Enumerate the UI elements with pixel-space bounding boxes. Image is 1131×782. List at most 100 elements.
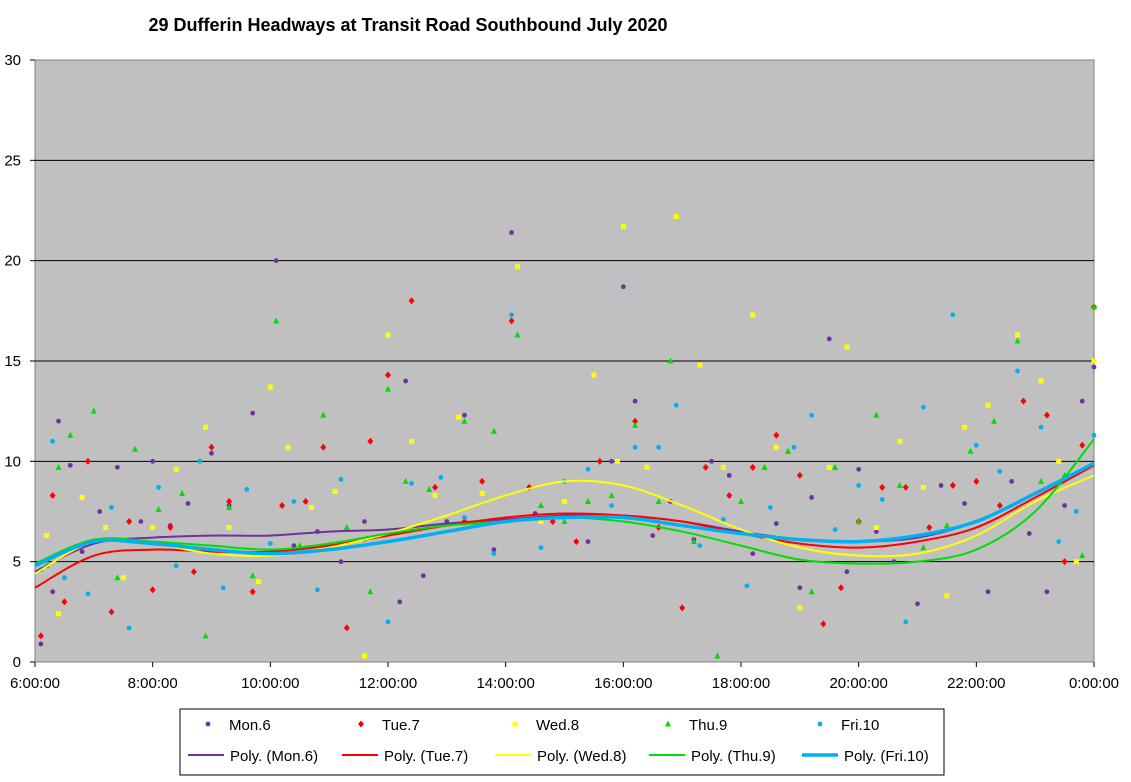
data-point <box>67 431 74 438</box>
data-point <box>462 412 467 418</box>
data-point <box>673 214 679 220</box>
data-point <box>768 505 773 510</box>
data-point <box>44 533 50 539</box>
data-point <box>279 501 286 509</box>
series-0 <box>38 230 1097 647</box>
data-point <box>1062 503 1067 508</box>
data-point <box>1015 332 1021 338</box>
data-point <box>962 501 967 506</box>
trendline-4 <box>34 461 1095 568</box>
x-tick-label: 18:00:00 <box>712 675 770 692</box>
data-point <box>226 525 232 531</box>
data-point <box>1091 432 1097 438</box>
data-point <box>343 524 350 531</box>
data-point <box>138 519 144 524</box>
data-point <box>338 559 344 565</box>
data-point <box>120 575 126 581</box>
data-point <box>573 538 580 546</box>
data-point <box>673 402 679 408</box>
data-point <box>1091 303 1097 310</box>
x-tick-label: 14:00:00 <box>476 675 534 692</box>
data-point <box>726 491 733 499</box>
data-point <box>538 519 544 525</box>
data-point <box>1091 358 1097 364</box>
data-point <box>315 587 320 593</box>
data-point <box>208 443 215 451</box>
data-point <box>585 466 591 472</box>
data-point <box>644 464 650 470</box>
data-point <box>409 481 414 486</box>
legend-marker <box>512 721 518 727</box>
data-point <box>832 527 838 532</box>
data-point <box>785 447 792 454</box>
legend-label: Poly. (Tue.7) <box>384 748 468 765</box>
data-point <box>720 464 726 470</box>
data-point <box>97 509 103 514</box>
x-tick-label: 12:00:00 <box>359 675 417 692</box>
data-point <box>996 501 1003 509</box>
data-point <box>203 424 209 430</box>
data-point <box>249 572 256 579</box>
data-point <box>1079 441 1086 449</box>
data-point <box>773 444 779 450</box>
x-tick-label: 20:00:00 <box>829 675 887 692</box>
data-point <box>949 481 956 489</box>
data-point <box>609 503 614 508</box>
data-point <box>132 445 139 452</box>
data-point <box>773 521 779 526</box>
data-point <box>514 331 521 338</box>
data-point <box>291 543 297 549</box>
data-point <box>114 574 121 581</box>
data-point <box>667 357 674 364</box>
data-point <box>509 230 514 235</box>
data-point <box>973 442 979 448</box>
data-point <box>920 404 926 410</box>
data-point <box>997 468 1003 474</box>
data-point <box>750 312 756 318</box>
data-point <box>826 464 832 470</box>
data-point <box>62 575 67 581</box>
data-point <box>1091 364 1097 370</box>
data-point <box>856 483 862 488</box>
data-point <box>367 588 374 595</box>
y-tick-label: 10 <box>4 453 21 470</box>
x-tick-label: 6:00:00 <box>10 675 60 692</box>
data-point <box>832 463 839 470</box>
data-point <box>809 495 814 500</box>
data-point <box>1038 477 1045 484</box>
data-point <box>679 604 686 612</box>
data-point <box>456 414 462 420</box>
data-point <box>491 547 497 553</box>
data-point <box>61 598 68 606</box>
data-point <box>943 522 950 529</box>
data-point <box>962 424 968 430</box>
data-point <box>226 503 233 510</box>
data-point <box>67 462 73 468</box>
data-point <box>202 632 209 639</box>
data-point <box>915 601 920 607</box>
data-point <box>538 545 544 551</box>
data-point <box>190 568 197 576</box>
y-tick-label: 5 <box>13 554 21 571</box>
data-point <box>1079 552 1086 559</box>
data-point <box>84 457 91 465</box>
data-point <box>761 463 768 470</box>
data-point <box>1079 398 1085 404</box>
data-point <box>56 611 62 617</box>
series-4 <box>38 312 1097 631</box>
data-point <box>1061 558 1068 566</box>
data-point <box>50 589 56 595</box>
data-point <box>632 417 639 425</box>
data-point <box>808 588 815 595</box>
legend-box <box>179 708 945 776</box>
y-tick-label: 20 <box>4 253 21 270</box>
data-point <box>55 463 62 470</box>
data-point <box>426 485 433 492</box>
data-point <box>797 585 803 591</box>
legend-label: Mon.6 <box>229 717 271 734</box>
data-point <box>150 525 156 531</box>
data-point <box>332 488 338 494</box>
x-tick-label: 8:00:00 <box>128 675 178 692</box>
data-point <box>56 418 61 424</box>
data-point <box>438 474 444 480</box>
